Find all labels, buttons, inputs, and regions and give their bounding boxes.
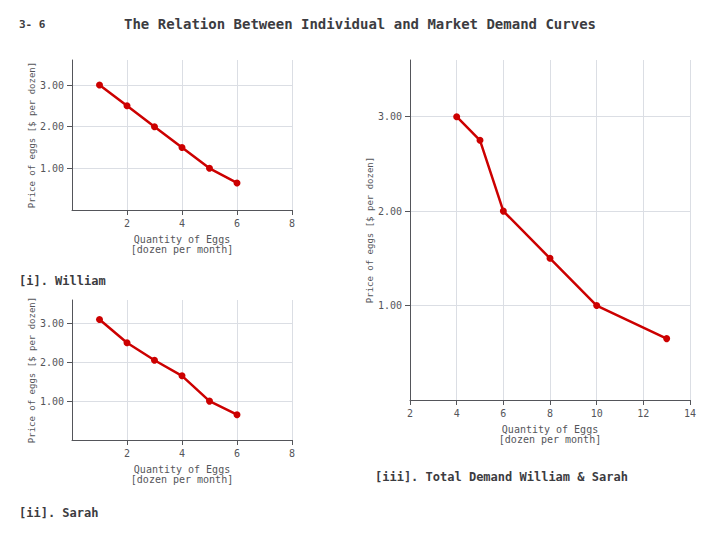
svg-text:2.00: 2.00 bbox=[378, 206, 402, 217]
svg-text:1.00: 1.00 bbox=[40, 163, 64, 174]
svg-text:[dozen per month]: [dozen per month] bbox=[131, 244, 233, 255]
svg-text:2.00: 2.00 bbox=[40, 357, 64, 368]
svg-text:4: 4 bbox=[179, 448, 185, 459]
svg-text:Price of eggs [$ per dozen]: Price of eggs [$ per dozen] bbox=[27, 62, 37, 208]
svg-text:[ii]. Sarah: [ii]. Sarah bbox=[19, 506, 98, 520]
svg-text:8: 8 bbox=[289, 448, 295, 459]
svg-text:Quantity of Eggs: Quantity of Eggs bbox=[133, 233, 231, 245]
svg-text:3.00: 3.00 bbox=[378, 111, 402, 122]
svg-text:3.00: 3.00 bbox=[40, 318, 64, 329]
svg-text:10: 10 bbox=[591, 408, 603, 419]
svg-text:2: 2 bbox=[407, 408, 413, 419]
svg-text:4: 4 bbox=[179, 218, 185, 229]
svg-text:8: 8 bbox=[289, 218, 295, 229]
svg-text:Quantity of Eggs: Quantity of Eggs bbox=[501, 423, 599, 435]
svg-text:Quantity of Eggs: Quantity of Eggs bbox=[133, 463, 231, 475]
svg-text:Price of eggs [$ per dozen]: Price of eggs [$ per dozen] bbox=[27, 297, 37, 443]
svg-text:6: 6 bbox=[234, 218, 240, 229]
svg-text:2: 2 bbox=[124, 448, 130, 459]
svg-text:The Relation Between Individua: The Relation Between Individual and Mark… bbox=[124, 16, 596, 32]
svg-text:[iii]. Total Demand William &: [iii]. Total Demand William & Sarah bbox=[375, 470, 628, 484]
svg-text:8: 8 bbox=[547, 408, 553, 419]
svg-text:12: 12 bbox=[637, 408, 649, 419]
svg-text:Price of eggs [$ per dozen]: Price of eggs [$ per dozen] bbox=[365, 157, 375, 303]
svg-text:4: 4 bbox=[454, 408, 460, 419]
svg-text:6: 6 bbox=[234, 448, 240, 459]
svg-text:14: 14 bbox=[684, 408, 696, 419]
svg-text:[dozen per month]: [dozen per month] bbox=[131, 474, 233, 485]
svg-text:3.00: 3.00 bbox=[40, 80, 64, 91]
svg-text:2: 2 bbox=[124, 218, 130, 229]
svg-text:6: 6 bbox=[500, 408, 506, 419]
svg-text:1.00: 1.00 bbox=[40, 396, 64, 407]
svg-text:2.00: 2.00 bbox=[40, 121, 64, 132]
svg-text:1.00: 1.00 bbox=[378, 300, 402, 311]
svg-text:3- 6: 3- 6 bbox=[19, 18, 46, 31]
svg-text:[i]. William: [i]. William bbox=[19, 274, 106, 288]
svg-text:[dozen per month]: [dozen per month] bbox=[499, 434, 601, 445]
